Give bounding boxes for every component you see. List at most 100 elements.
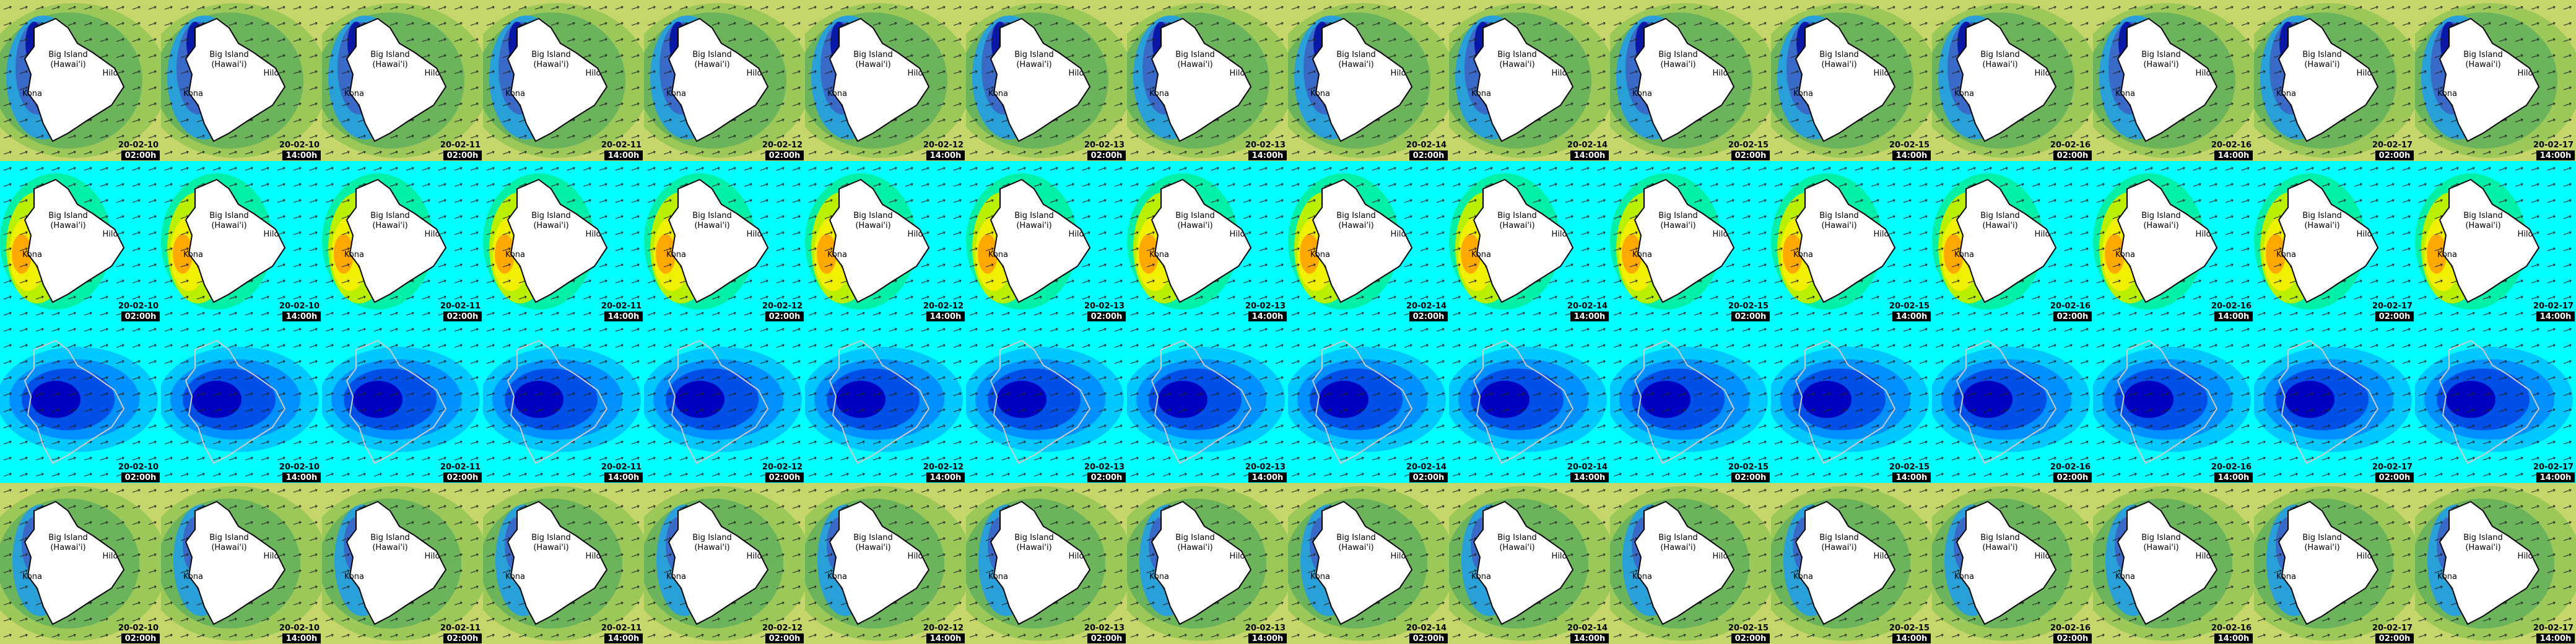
place-label: Hilo [1713,69,1728,78]
time-box [765,311,804,321]
time-box [2375,472,2414,482]
date-label: 20-02-10 [118,463,159,472]
time-label: 02:00h [1091,473,1123,482]
time-label: 02:00h [769,312,801,321]
map-image [1929,322,2093,483]
time-label: 14:00h [1574,151,1606,160]
place-label: (Hawai'i) [1660,221,1695,230]
place-label: Big Island [48,211,88,220]
place-label: Hilo [1230,230,1245,239]
map-tile: Big Island(Hawai'i) Kona Hilo 20-02-1102:00… [303,0,489,161]
date-label: 20-02-14 [1567,141,1608,150]
place-label: Kona [988,89,1008,98]
place-label: (Hawai'i) [50,221,85,230]
map-tile: Big Island(Hawai'i) Kona Hilo 20-02-1214:00… [805,161,966,322]
map-image [947,483,1133,644]
place-label: Kona [1632,89,1652,98]
map-tile: Big Island(Hawai'i) Kona Hilo 20-02-1014:00… [142,0,328,161]
place-label: (Hawai'i) [1338,543,1373,552]
place-label: Big Island [370,50,410,59]
time-box [926,472,965,482]
place-label: Kona [1793,572,1813,581]
place-label: Big Island [2463,533,2503,542]
date-label: 20-02-16 [2050,463,2091,472]
date-label: 20-02-12 [762,463,803,472]
place-label: Big Island [1980,211,2020,220]
map-image [1108,0,1294,161]
time-label: 02:00h [1413,151,1445,160]
map-tile: Big Island(Hawai'i) Kona Hilo 20-02-1402:00… [1269,0,1455,161]
map-tile: Big Island(Hawai'i) Kona Hilo 20-02-1614:00… [2093,161,2254,322]
time-box [1731,633,1770,643]
date-label: 20-02-17 [2372,463,2413,472]
map-image [1913,0,2099,161]
place-label: Kona [1149,572,1169,581]
time-box [604,472,643,482]
time-label: 02:00h [125,312,157,321]
time-box [121,472,160,482]
date-label: 20-02-13 [1084,302,1125,311]
map-image [0,322,161,483]
time-label: 14:00h [2218,151,2250,160]
time-label: 14:00h [286,473,318,482]
place-label: Kona [2115,572,2135,581]
date-label: 20-02-15 [1889,141,1930,150]
map-tile: Big Island(Hawai'i) Kona Hilo 20-02-1214:00… [786,0,972,161]
date-label: 20-02-13 [1084,141,1125,150]
date-label: 20-02-13 [1245,302,1286,311]
time-box [1570,150,1609,160]
map-image [802,322,966,483]
date-label: 20-02-11 [601,141,642,150]
place-label: Kona [827,250,847,259]
place-label: Kona [988,572,1008,581]
place-label: Kona [344,572,364,581]
place-label: Big Island [48,533,88,542]
map-tile: Big Island(Hawai'i) Kona Hilo 20-02-1314:00… [1108,483,1294,644]
date-label: 20-02-14 [1567,302,1608,311]
date-label: 20-02-15 [1889,463,1930,472]
time-label: 14:00h [1896,634,1928,643]
place-label: Big Island [1175,50,1215,59]
place-label: Hilo [1552,230,1567,239]
place-label: (Hawai'i) [533,543,568,552]
place-label: (Hawai'i) [855,60,890,69]
date-label: 20-02-14 [1406,141,1447,150]
place-label: Kona [666,250,686,259]
place-label: Big Island [1336,50,1376,59]
map-tile: Big Island(Hawai'i) Kona Hilo 20-02-1502:00… [1591,483,1777,644]
date-label: 20-02-14 [1406,302,1447,311]
time-box [443,633,482,643]
place-label: Big Island [1497,211,1537,220]
time-label: 02:00h [1735,473,1767,482]
map-tile: Big Island(Hawai'i) Kona Hilo 20-02-1302:00… [947,483,1133,644]
map-tile: Big Island(Hawai'i) Kona Hilo 20-02-1702:00… [2235,0,2421,161]
map-image [142,0,328,161]
time-box [443,150,482,160]
place-label: Big Island [1497,50,1537,59]
map-image [158,322,322,483]
date-label: 20-02-15 [1728,141,1769,150]
date-label: 20-02-12 [762,141,803,150]
place-label: Kona [1471,250,1491,259]
place-label: (Hawai'i) [1338,221,1373,230]
place-label: Hilo [1552,69,1567,78]
date-label: 20-02-10 [279,141,320,150]
date-label: 20-02-12 [762,624,803,633]
map-image [2396,483,2576,644]
time-box [926,150,965,160]
map-image [483,161,644,322]
map-image [2396,0,2576,161]
date-label: 20-02-16 [2050,141,2091,150]
map-image [1269,483,1455,644]
place-label: Kona [1954,89,1974,98]
place-label: (Hawai'i) [1338,60,1373,69]
place-label: (Hawai'i) [50,60,85,69]
place-label: Hilo [2196,69,2211,78]
time-box [1892,472,1931,482]
place-label: Hilo [586,230,601,239]
